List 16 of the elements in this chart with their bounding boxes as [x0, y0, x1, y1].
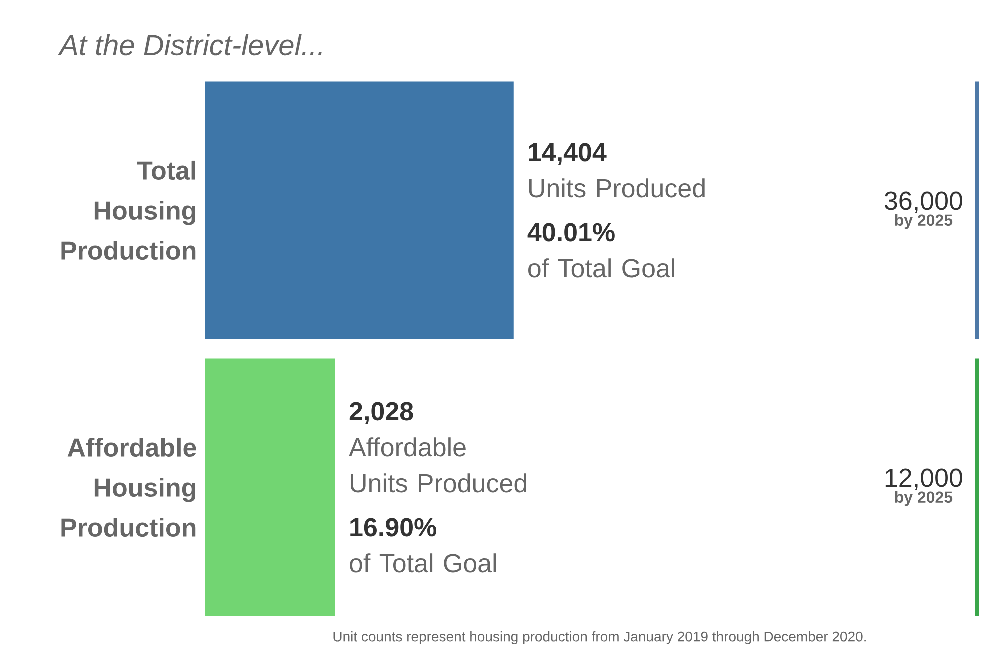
chart-title: At the District-level... [58, 34, 322, 56]
text: Unit counts represent housing production from January 2019 through December 2020. [334, 631, 866, 645]
annotation: by 2025 [895, 214, 953, 230]
annotation: 2,028 [350, 402, 414, 424]
data-label: 16.90% [350, 518, 436, 537]
annotation: Units Produced [529, 178, 705, 198]
annotation: 36,000 [884, 192, 962, 214]
annotation: of Total Goal [350, 554, 496, 573]
y-tick-label: Affordable Housing Production [62, 438, 196, 538]
annotation: 14,404 [529, 143, 607, 166]
annotation: of Total Goal [528, 258, 674, 278]
annotation: Affordable Units Produced [349, 438, 526, 493]
y-tick-label: Total Housing Production [62, 160, 196, 260]
annotation: 12,000 [886, 468, 962, 490]
data-label: 40.01% [528, 223, 615, 242]
annotation: by 2025 [895, 491, 953, 506]
